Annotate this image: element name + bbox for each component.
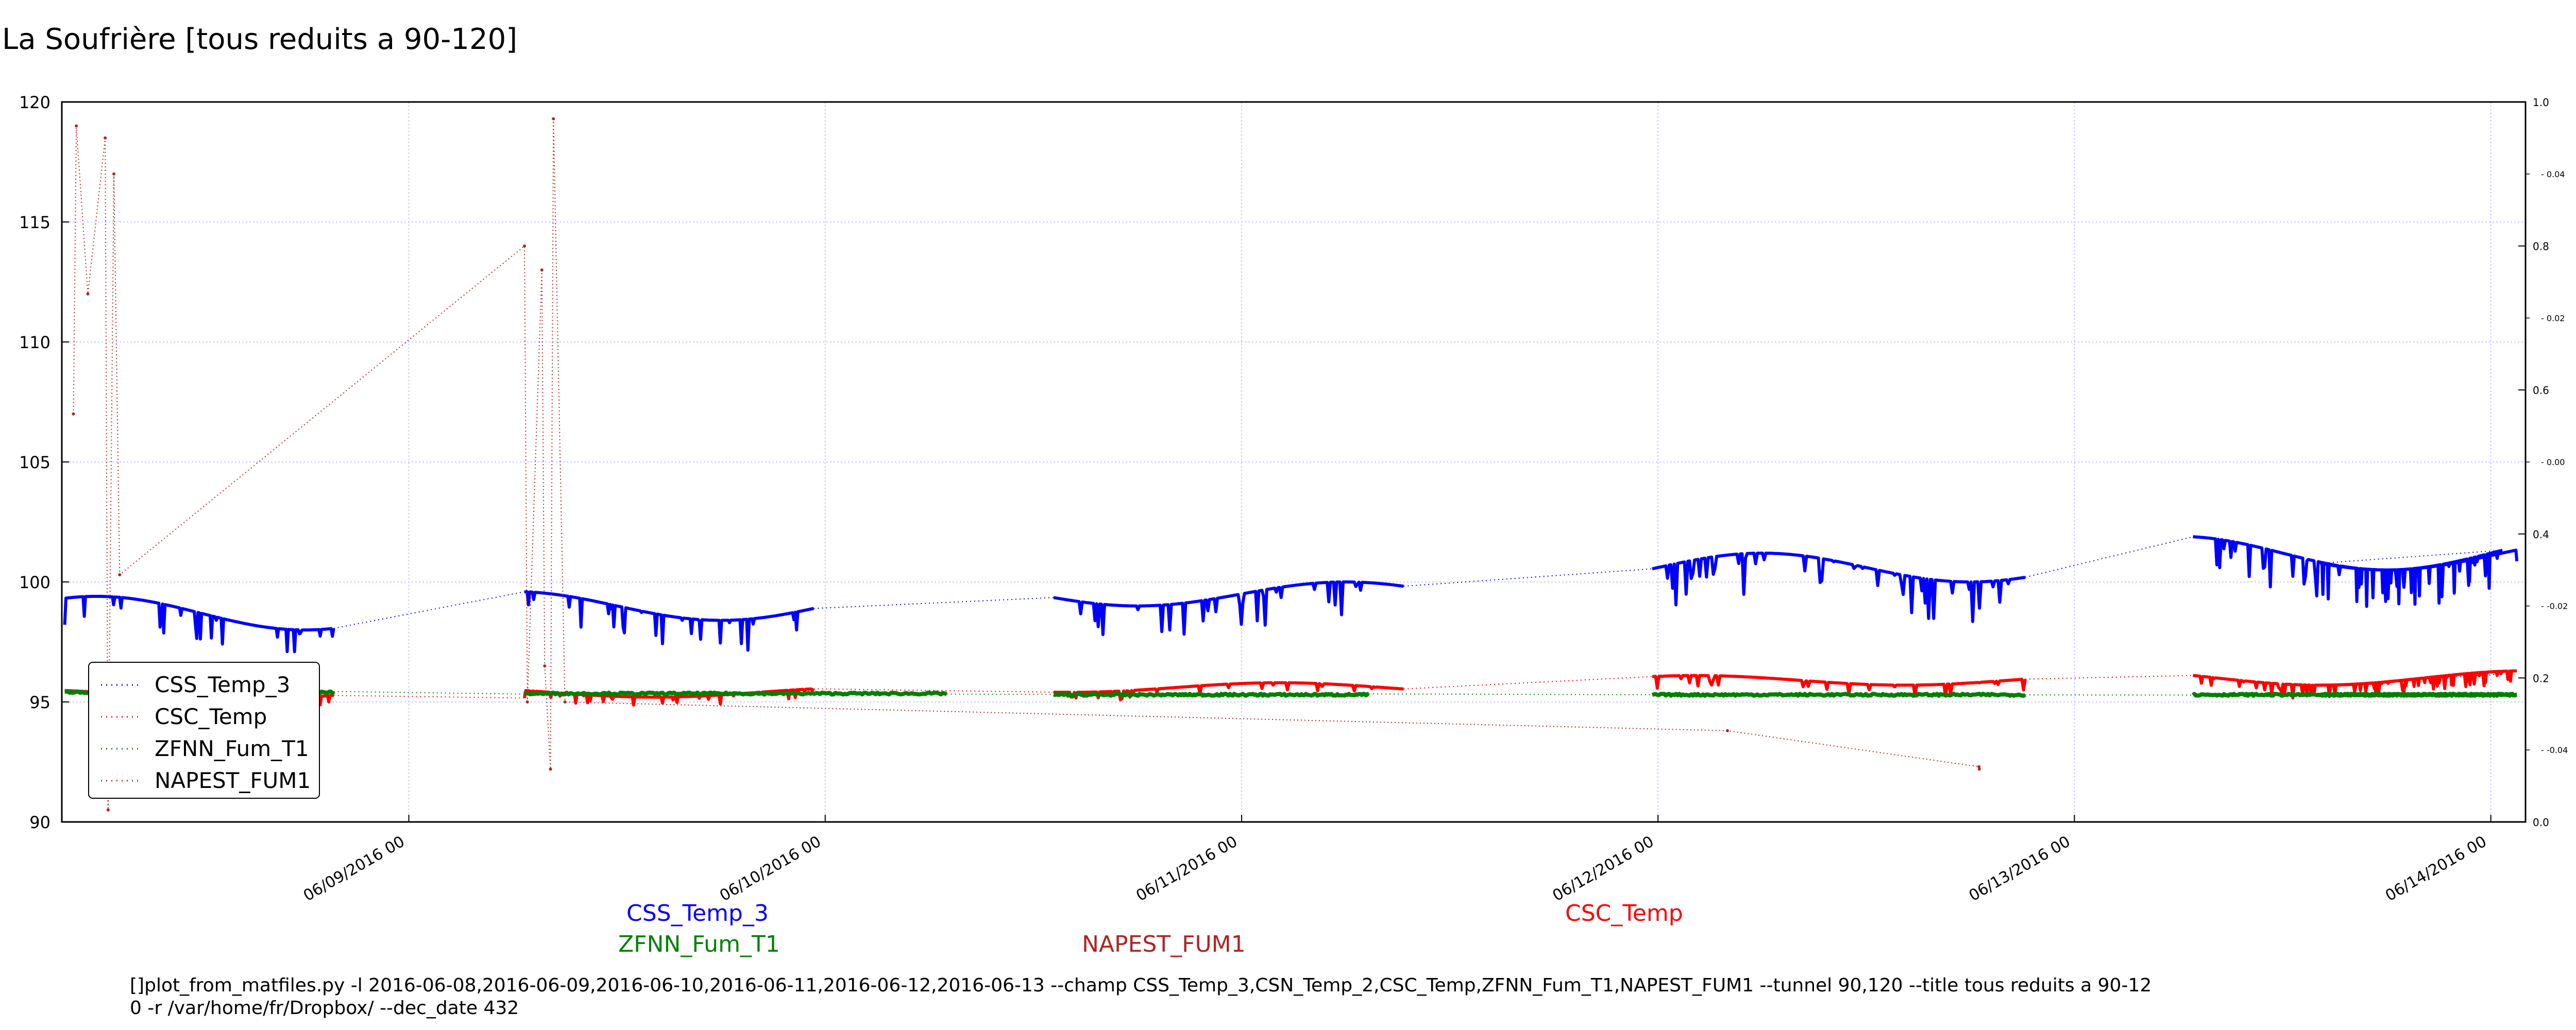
- series-gap-link: [814, 597, 1054, 609]
- y-tick-label: 120: [19, 93, 50, 112]
- series-point: [540, 268, 544, 272]
- legend-label: NAPEST_FUM1: [155, 768, 311, 793]
- series-gap-link: [2025, 675, 2193, 680]
- side-label-csc-temp: CSC_Temp: [1565, 900, 1683, 926]
- series-gap-link: [333, 691, 525, 695]
- series-point: [563, 700, 567, 703]
- y-tick-label: 110: [19, 333, 50, 352]
- series-gap-link: [1368, 693, 1653, 695]
- series-segment: [1054, 681, 1404, 701]
- series-gap-link: [2320, 550, 2503, 564]
- right-minor-tick-label: - 0.02: [2541, 313, 2565, 323]
- side-label-zfnn-fum-t1: ZFNN_Fum_T1: [618, 931, 780, 957]
- x-tick-label: 06/10/2016 00: [717, 833, 824, 905]
- series-napest-fum1: [72, 117, 1981, 812]
- series-point: [118, 573, 122, 577]
- right-minor-tick-label: - -0.02: [2541, 602, 2568, 611]
- series-segment: [524, 590, 814, 652]
- series-point: [543, 664, 547, 668]
- series-point: [549, 767, 552, 771]
- series-segment: [1652, 692, 2026, 698]
- x-axis: 06/09/2016 00 06/10/2016 00 06/11/2016 00 0…: [300, 815, 2492, 905]
- right-tick-label: 1.0: [2533, 96, 2549, 109]
- legend-label: ZFNN_Fum_T1: [155, 736, 309, 761]
- series-csc-temp: [64, 669, 2518, 711]
- legend-label: CSC_Temp: [155, 704, 267, 729]
- command-line-text: []plot_from_matfiles.py -l 2016-06-08,20…: [130, 975, 2152, 1019]
- series-point: [526, 700, 529, 703]
- series-segment: [1652, 674, 2027, 698]
- y-tick-label: 95: [29, 693, 50, 712]
- right-minor-tick-label: - 0.04: [2541, 169, 2565, 179]
- series-point: [112, 172, 116, 176]
- series-point: [72, 412, 75, 416]
- series-gap-link: [2025, 536, 2193, 578]
- series-segment: [1053, 692, 1370, 698]
- legend-label: CSS_Temp_3: [155, 672, 290, 697]
- y-tick-label: 90: [29, 813, 50, 832]
- legend: CSS_Temp_3 CSC_Temp ZFNN_Fum_T1 NAPEST_FUM1: [88, 662, 320, 799]
- x-tick-label: 06/09/2016 00: [300, 833, 408, 905]
- series-point: [75, 124, 78, 128]
- series-segment: [1053, 580, 1404, 637]
- x-tick-label: 06/12/2016 00: [1550, 833, 1657, 905]
- x-tick-label: 06/11/2016 00: [1133, 833, 1241, 905]
- series-point: [104, 136, 107, 140]
- series-segment: [2319, 692, 2518, 698]
- series-segment: [2319, 669, 2518, 696]
- series-gap-link: [946, 693, 1054, 695]
- right-minor-tick-label: - -0.04: [2541, 745, 2568, 755]
- y-tick-label: 100: [19, 573, 50, 592]
- series-point: [1977, 767, 1981, 771]
- y-tick-label: 115: [19, 213, 50, 232]
- series-point: [86, 292, 90, 296]
- y-axis-right: 0.0 0.2 0.4 0.6 0.8 1.0 - -0.04 - -0.02 - 0.00 - …: [2518, 96, 2568, 829]
- series-point: [1725, 729, 1729, 732]
- series-point: [1977, 765, 1981, 768]
- series-point: [523, 244, 527, 248]
- side-label-css-temp-3: CSS_Temp_3: [626, 900, 769, 926]
- right-minor-tick-label: - 0.00: [2541, 457, 2565, 467]
- series-layer: [63, 117, 2519, 812]
- right-tick-label: 0.0: [2533, 816, 2549, 829]
- series-gap-link: [814, 688, 1054, 693]
- plot-frame: [61, 101, 2527, 823]
- right-tick-label: 0.8: [2533, 241, 2549, 253]
- chart-title: La Soufrière [tous reduits a 90-120]: [2, 23, 518, 56]
- series-segment: [63, 595, 335, 654]
- series-segment: [1652, 552, 2026, 623]
- legend-box: [88, 662, 320, 799]
- series-point: [106, 808, 110, 812]
- series-gap-link: [333, 591, 525, 629]
- y-tick-label: 105: [19, 453, 50, 472]
- right-tick-label: 0.2: [2533, 672, 2549, 684]
- x-tick-label: 06/13/2016 00: [1966, 833, 2074, 905]
- x-tick-label: 06/14/2016 00: [2382, 833, 2490, 905]
- series-css-temp-3: [63, 535, 2519, 654]
- series-gap-link: [333, 695, 525, 699]
- series-gap-link: [1403, 676, 1653, 690]
- side-label-napest-fum1: NAPEST_FUM1: [1082, 931, 1246, 957]
- right-tick-label: 0.6: [2533, 384, 2549, 397]
- right-tick-label: 0.4: [2533, 528, 2549, 541]
- series-zfnn-fum-t1: [64, 689, 2518, 698]
- series-point: [552, 117, 555, 121]
- y-axis-left: 90 95 100 105 110 115 120: [19, 93, 69, 832]
- grid-lines: [62, 102, 2526, 822]
- series-segment: [523, 690, 947, 697]
- series-segment: [2319, 548, 2519, 608]
- series-gap-link: [1403, 568, 1653, 587]
